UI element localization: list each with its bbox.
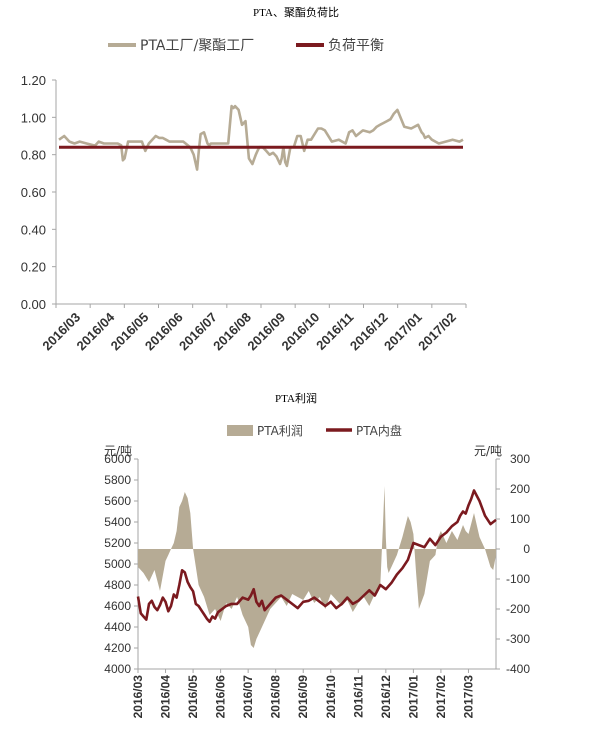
chart2-left-tick-label: 5600 <box>104 494 131 508</box>
series-line-pta-ratio <box>58 104 464 171</box>
chart2-left-tick-label: 4000 <box>104 662 131 676</box>
chart2-left-tick-label: 6000 <box>104 452 131 466</box>
chart2-x-tick-label: 2016/11 <box>351 675 365 718</box>
series-area-pta-profit <box>138 486 496 648</box>
chart2-left-tick-label: 5200 <box>104 536 131 550</box>
chart1-x-tick-label: 2017/02 <box>415 310 459 354</box>
chart2-left-tick-label: 4600 <box>104 599 131 613</box>
load-ratio-chart: PTA、聚酯负荷比 PTA工厂/聚酯工厂 负荷平衡 1.20 1.00 0.80 0.… <box>21 5 467 354</box>
chart2-x-tick-label: 2017/02 <box>434 675 448 719</box>
chart2-x-tick-label: 2017/03 <box>461 675 475 719</box>
left-axis-unit: 元/吨 <box>104 444 132 458</box>
chart2-axes: 6000 5800 5600 5400 5200 5000 4800 4600 4400 4200… <box>104 452 530 718</box>
chart2-series <box>136 486 497 648</box>
chart2-x-tick-label: 2016/03 <box>131 675 145 719</box>
chart2-right-tick-label: 0 <box>523 542 530 556</box>
chart1-y-tick-label: 0.40 <box>21 222 46 237</box>
chart2-x-tick-label: 2016/06 <box>214 675 228 719</box>
chart2-right-tick-label: 300 <box>510 452 530 466</box>
chart2-right-tick-label: 100 <box>510 512 530 526</box>
chart2-left-tick-label: 4200 <box>104 641 131 655</box>
chart1-title: PTA、聚酯负荷比 <box>253 5 339 19</box>
chart2-x-tick-label: 2016/04 <box>159 675 173 719</box>
chart2-x-tick-label: 2016/07 <box>241 675 255 719</box>
legend-label-price: PTA内盘 <box>356 423 402 438</box>
legend-label-balance: 负荷平衡 <box>328 38 384 54</box>
chart2-x-tick-label: 2016/05 <box>186 675 200 719</box>
chart1-y-tick-label: 0.00 <box>21 297 46 312</box>
right-axis-unit: 元/吨 <box>474 444 502 458</box>
legend-label-profit: PTA利润 <box>257 424 303 438</box>
chart1-legend: PTA工厂/聚酯工厂 负荷平衡 <box>108 38 384 54</box>
chart2-right-tick-label: -300 <box>506 632 530 646</box>
chart1-x-tick-label: 2016/10 <box>279 310 323 354</box>
chart2-right-tick-label: 200 <box>510 482 530 496</box>
chart1-y-tick-label: 0.60 <box>21 185 46 200</box>
chart1-y-tick-label: 1.00 <box>21 110 46 125</box>
chart1-y-tick-label: 1.20 <box>21 73 46 88</box>
chart2-left-tick-label: 4800 <box>104 578 131 592</box>
chart2-left-tick-label: 5000 <box>104 557 131 571</box>
chart2-x-tick-label: 2016/09 <box>296 675 310 719</box>
chart2-x-tick-label: 2016/10 <box>324 675 338 719</box>
chart1-y-tick-label: 0.80 <box>21 148 46 163</box>
chart2-title: PTA利润 <box>275 391 317 405</box>
chart2-legend: PTA利润 PTA内盘 <box>227 423 402 438</box>
chart1-y-tick-label: 0.20 <box>21 260 46 275</box>
legend-swatch-profit <box>227 425 253 436</box>
chart1-series <box>58 104 464 171</box>
chart2-left-tick-label: 5800 <box>104 473 131 487</box>
chart2-x-tick-label: 2016/12 <box>379 675 393 719</box>
chart2-x-tick-label: 2016/08 <box>269 675 283 719</box>
chart2-right-tick-label: -100 <box>506 572 530 586</box>
chart2-x-tick-label: 2017/01 <box>406 675 420 719</box>
chart2-right-tick-label: -200 <box>506 602 530 616</box>
series-line-pta-price <box>136 489 497 624</box>
chart2-left-tick-label: 5400 <box>104 515 131 529</box>
chart2-left-tick-label: 4400 <box>104 620 131 634</box>
chart2-right-tick-label: -400 <box>506 662 530 676</box>
pta-profit-chart: PTA利润 PTA利润 PTA内盘 元/吨 元/吨 6000 5800 5600 54… <box>104 391 530 718</box>
legend-label-ratio: PTA工厂/聚酯工厂 <box>140 38 254 54</box>
